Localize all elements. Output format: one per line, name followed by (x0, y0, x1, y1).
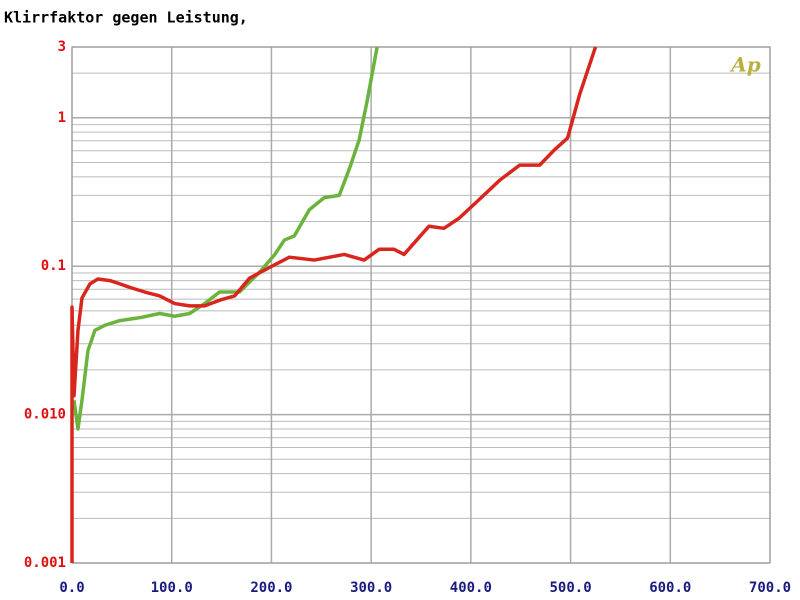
data-line (72, 46, 379, 431)
x-tick-label: 300.0 (350, 580, 392, 596)
logo: Ap (729, 53, 761, 77)
y-tick-label: 3 (58, 39, 66, 55)
plot-frame (71, 46, 771, 564)
data-line (70, 46, 598, 563)
chart-title: Klirrfaktor gegen Leistung, (4, 9, 248, 27)
x-tick-label: 400.0 (450, 580, 492, 596)
y-tick-label: 1 (58, 110, 66, 126)
x-tick-label: 100.0 (151, 580, 193, 596)
y-tick-label: 0.010 (24, 407, 66, 423)
x-tick-label: 700.0 (749, 580, 791, 596)
x-tick-label: 200.0 (250, 580, 292, 596)
x-tick-label: 500.0 (549, 580, 591, 596)
x-tick-label: 0.0 (59, 580, 84, 596)
y-tick-label: 0.001 (24, 555, 66, 571)
x-tick-label: 600.0 (649, 580, 691, 596)
y-tick-label: 0.1 (41, 258, 66, 274)
